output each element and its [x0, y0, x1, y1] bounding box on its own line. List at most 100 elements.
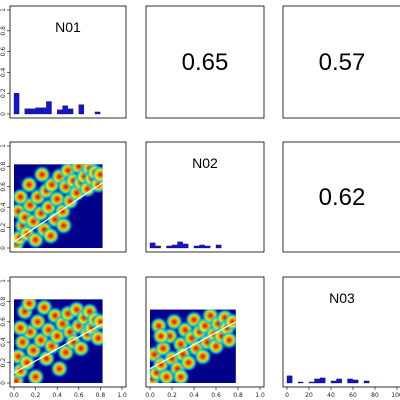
x-tick-label: 0.2	[31, 392, 41, 399]
variable-name: N01	[55, 19, 81, 35]
histogram-bar	[94, 111, 101, 115]
density-point	[223, 312, 236, 331]
density-point	[71, 339, 90, 358]
density-point	[91, 165, 103, 184]
density-panel: 0.0 0.2 0.4 0.6 0.8 1.0	[145, 276, 265, 399]
y-tick-label: 0.8	[0, 161, 7, 171]
correlation-value: 0.57	[319, 49, 366, 76]
histogram-bar	[24, 108, 31, 115]
histogram-bar	[155, 245, 161, 249]
density-point	[91, 312, 103, 331]
histogram-bar	[297, 381, 304, 384]
x-tick-label: 0.2	[167, 392, 177, 399]
panel-frame	[282, 141, 400, 253]
density-blobs	[14, 164, 103, 248]
density-point	[20, 175, 39, 194]
y-tick-label: 0.6	[0, 47, 7, 57]
histogram-bar	[314, 378, 320, 384]
panel-frame	[9, 5, 127, 119]
x-tick-label: 0.6	[211, 392, 221, 399]
histogram-bar	[182, 243, 189, 249]
x-tick-label: 0.4	[189, 392, 199, 399]
y-tick-label: 0	[0, 381, 7, 385]
variable-name: N02	[192, 155, 218, 171]
y-tick-label: 0.2	[0, 88, 7, 98]
x-tick-label: 0.6	[74, 392, 84, 399]
histogram-bar	[171, 244, 178, 249]
histogram-bar	[30, 108, 36, 115]
density-point	[14, 318, 30, 337]
diagonal-panel-n03: N03 0 20 40 60 80 100	[282, 276, 400, 399]
y-tick-label: 1	[0, 8, 7, 12]
density-point	[89, 329, 103, 348]
histogram-bar	[62, 105, 68, 115]
histogram-bar	[40, 107, 47, 115]
density-point	[193, 347, 212, 366]
histogram-bar	[286, 375, 293, 384]
panel-frame	[145, 141, 265, 253]
diagonal-panel-n01: N01 0 0.2 0.4 0.6 0.8 1	[0, 5, 127, 119]
x-tick-label: 60	[349, 392, 357, 399]
x-tick-label: 0.4	[52, 392, 62, 399]
histogram-bar	[67, 108, 74, 115]
density-panel: 0 0.2 0.4 0.6 0.8 1 0.0 0.2 0.4 0.6 0.8 1.0	[0, 276, 127, 399]
y-tick-label: 0.6	[0, 182, 7, 192]
histogram-bar	[308, 381, 315, 384]
histogram-bar	[78, 104, 85, 115]
density-blobs	[14, 299, 103, 383]
y-tick-label: 0	[0, 112, 7, 116]
fit-line	[14, 182, 103, 243]
x-tick-label: 20	[305, 392, 313, 399]
correlation-value: 0.65	[182, 49, 229, 76]
y-tick-label: 0.2	[0, 358, 7, 368]
density-point	[171, 367, 190, 383]
density-point	[220, 331, 236, 350]
panel-frame	[9, 276, 127, 388]
x-tick-label: 0.0	[145, 392, 155, 399]
histogram-bar	[46, 101, 52, 115]
density-point	[33, 165, 52, 184]
diagonal-panel-n02: N02	[145, 141, 265, 253]
density-blobs	[150, 309, 236, 383]
density-panel: 0 0.2 0.4 0.6 0.8 1	[0, 141, 127, 253]
histogram-bar	[193, 245, 200, 249]
panel-frame	[282, 276, 400, 388]
density-point	[41, 226, 60, 245]
histogram-bar	[347, 378, 353, 384]
histogram-bar	[330, 380, 337, 384]
y-tick-label: 0.2	[0, 223, 7, 233]
correlation-panel: 0.62	[282, 141, 400, 253]
x-tick-label: 0.8	[233, 392, 243, 399]
density-point	[20, 299, 39, 313]
histogram-bar	[57, 109, 63, 115]
histogram-bar	[149, 242, 156, 249]
density-point	[179, 353, 198, 372]
y-tick-label: 0.8	[0, 296, 7, 306]
density-point	[152, 327, 170, 346]
y-tick-label: 0	[0, 246, 7, 250]
correlation-value: 0.62	[319, 184, 366, 211]
y-tick-label: 0.8	[0, 26, 7, 36]
density-point	[26, 367, 45, 383]
y-tick-label: 0.4	[0, 67, 7, 77]
x-tick-label: 80	[371, 392, 379, 399]
histogram-bar	[13, 93, 20, 115]
correlation-panel: 0.65	[145, 5, 265, 119]
y-tick-label: 0.4	[0, 202, 7, 212]
histogram-bar	[35, 107, 41, 115]
histogram-bar	[363, 380, 370, 384]
x-tick-label: 0.8	[96, 392, 106, 399]
x-tick-label: 1.0	[255, 392, 265, 399]
histogram-bar	[319, 377, 326, 384]
histogram-bar	[336, 378, 342, 384]
x-tick-label: 0.0	[9, 392, 19, 399]
panel-frame	[145, 5, 265, 119]
histogram-bar	[204, 245, 211, 249]
y-tick-label: 1	[0, 279, 7, 283]
histogram-bar	[199, 244, 205, 249]
correlation-panel: 0.57	[282, 5, 400, 119]
x-tick-label: 40	[327, 392, 335, 399]
fit-line	[14, 323, 103, 374]
y-tick-label: 1	[0, 144, 7, 148]
